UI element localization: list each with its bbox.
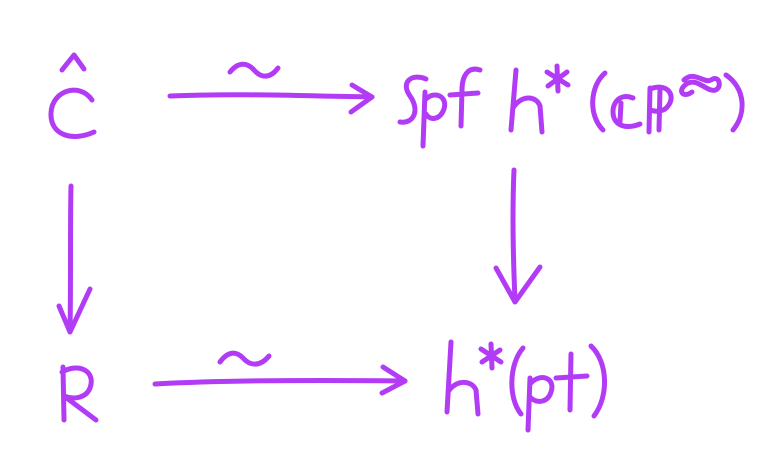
node-bottom-right-glyph: [444, 339, 607, 433]
letter-r: [59, 364, 99, 423]
bottom-arrow: [152, 350, 408, 396]
bottom-arrow-tilde: [217, 350, 272, 367]
paren-close-bottom: [588, 343, 607, 419]
left-arrow-shaft: [67, 183, 74, 333]
top-arrow-head: [348, 82, 375, 115]
paren-open: [590, 70, 608, 133]
top-arrow-shaft: [167, 92, 375, 100]
letter-h-bottom: [444, 339, 481, 417]
letter-s: [397, 74, 429, 125]
node-bottom-left-glyph: [59, 364, 99, 423]
letter-projective-p: [646, 84, 674, 135]
star-sup-bottom: [478, 341, 504, 371]
letter-p: [420, 89, 448, 149]
letter-h: [508, 67, 545, 135]
left-arrow: [56, 183, 93, 335]
top-arrow: [167, 61, 375, 115]
letter-complex-c: [610, 94, 643, 129]
letter-p-bottom: [525, 375, 555, 433]
bottom-arrow-shaft: [152, 377, 408, 387]
right-arrow-shaft: [510, 167, 518, 303]
top-arrow-tilde: [227, 61, 281, 79]
right-arrow: [493, 167, 543, 305]
paren-open-bottom: [509, 345, 526, 417]
node-top-left-glyph: [48, 52, 97, 139]
paren-close: [723, 72, 745, 133]
infinity-sup: [679, 73, 722, 97]
letter-t-bottom: [553, 351, 590, 413]
bottom-arrow-head: [379, 364, 408, 396]
star-sup: [544, 63, 571, 94]
hat-accent: [59, 52, 87, 73]
node-top-right-glyph: [397, 63, 745, 149]
letter-c: [48, 87, 97, 139]
left-arrow-head: [56, 286, 93, 335]
right-arrow-head: [493, 264, 543, 305]
letter-f: [447, 66, 483, 129]
